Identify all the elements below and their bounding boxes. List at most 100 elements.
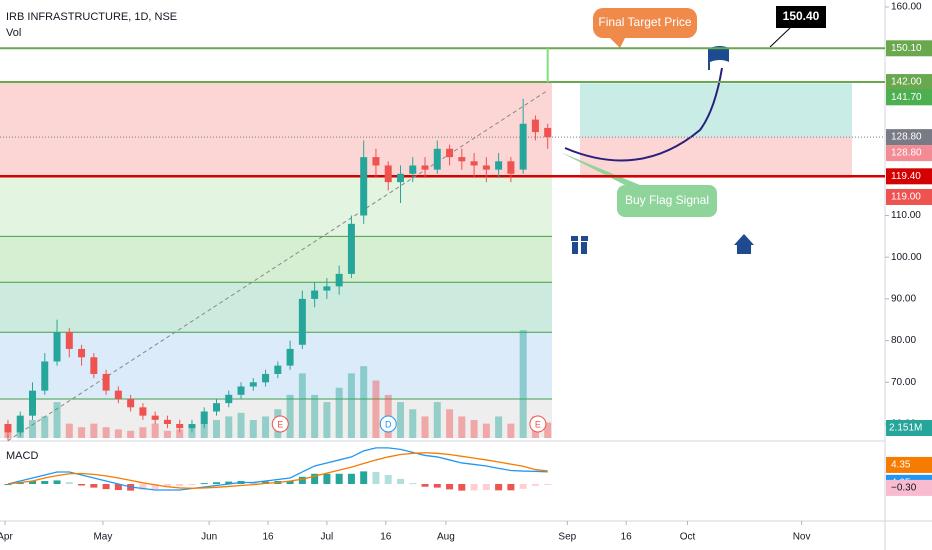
price-label: 128.80 [891, 148, 922, 159]
volume-bar [262, 416, 270, 438]
volume-bar [249, 420, 257, 438]
candle-body [29, 390, 37, 416]
macd-histogram [495, 484, 503, 491]
macd-histogram [53, 480, 61, 485]
candle-body [323, 286, 331, 291]
x-tick-label: 16 [621, 532, 633, 543]
macd-histogram [212, 482, 220, 485]
volume-bar [90, 423, 98, 438]
price-label-box [886, 40, 932, 57]
volume-bar [396, 402, 404, 438]
volume-bar [176, 429, 184, 438]
macd-histogram [200, 483, 208, 485]
fib-zone [0, 236, 552, 283]
volume-bar [237, 412, 245, 438]
candle-body [384, 165, 392, 183]
volume-bar [409, 409, 417, 438]
volume-bar [495, 416, 503, 438]
volume-value-label: 2.151M [889, 423, 922, 434]
volume-bar [127, 430, 135, 438]
candle-body [163, 419, 171, 424]
macd-histogram [470, 484, 478, 491]
volume-bar [335, 387, 343, 438]
macd-histogram [163, 484, 171, 488]
target-zone [580, 83, 852, 138]
volume-bar [225, 416, 233, 438]
macd-histogram [298, 476, 306, 485]
macd-histogram [311, 473, 319, 485]
candle-body [4, 424, 12, 433]
y-tick-label: 110.00 [891, 210, 921, 221]
candle-body [360, 157, 368, 216]
x-tick-label: Aug [437, 532, 455, 543]
macd-histogram [372, 471, 380, 485]
candle-body [470, 161, 478, 166]
macd-histogram [29, 481, 37, 485]
macd-histogram [409, 483, 417, 485]
macd-histogram [544, 484, 552, 486]
candle-body [102, 373, 110, 391]
x-tick-label: 16 [262, 532, 274, 543]
macd-histogram [433, 484, 441, 488]
candle-body [372, 157, 380, 166]
volume-bar [470, 420, 478, 438]
volume-bar [544, 422, 552, 438]
volume-bar [372, 380, 380, 438]
flag-icon [708, 46, 729, 70]
y-tick-label: 70.00 [891, 377, 916, 388]
candle-body [347, 223, 355, 274]
candle-body [507, 161, 515, 174]
candle-body [335, 273, 343, 287]
x-tick-label: Sep [558, 532, 576, 543]
stop-zone [580, 137, 852, 178]
volume-bar [286, 394, 294, 438]
price-label: 119.40 [891, 171, 921, 182]
volume-label: Vol [6, 27, 21, 39]
volume-bar [519, 330, 527, 438]
house-icon [734, 234, 754, 254]
volume-bar [78, 427, 86, 438]
x-tick-label: May [93, 532, 112, 543]
volume-bar [507, 423, 515, 438]
y-tick-label: 160.00 [891, 2, 922, 13]
macd-histogram [16, 482, 24, 485]
event-marker [271, 415, 289, 433]
price-label: 150.10 [891, 43, 922, 54]
candle-body [433, 148, 441, 170]
trend-line [7, 89, 548, 442]
macd-histogram [531, 484, 539, 486]
volume-label-box [886, 420, 932, 436]
candle-body [90, 357, 98, 374]
candle-body [151, 415, 159, 420]
candle-body [249, 382, 257, 387]
target-price-text: 150.40 [783, 9, 820, 23]
fib-zone [0, 282, 552, 333]
macd-histogram [65, 482, 73, 485]
candle-body [262, 373, 270, 383]
event-label: E [535, 419, 541, 429]
macd-label-box [886, 456, 932, 473]
signal-text: Buy Flag Signal [625, 193, 709, 207]
volume-bar [29, 420, 37, 438]
macd-label: MACD [6, 450, 38, 462]
y-tick-label: 80.00 [891, 335, 916, 346]
candle-body [237, 386, 245, 395]
candle-body [41, 361, 49, 391]
price-label-box [886, 145, 932, 162]
macd-histogram [114, 484, 122, 491]
candle-body [188, 424, 196, 429]
candle-body [531, 119, 539, 133]
candle-body [139, 407, 147, 416]
macd-value-label: −0.30 [891, 483, 917, 494]
price-label-box [886, 74, 932, 91]
volume-bar [163, 430, 171, 438]
macd-histogram [78, 484, 86, 486]
candle-body [421, 165, 429, 170]
candle-body [114, 390, 122, 399]
price-label: 141.70 [891, 92, 922, 103]
candle-body [396, 173, 404, 183]
macd-histogram [446, 484, 454, 490]
volume-bar [139, 427, 147, 438]
volume-bar [433, 402, 441, 438]
